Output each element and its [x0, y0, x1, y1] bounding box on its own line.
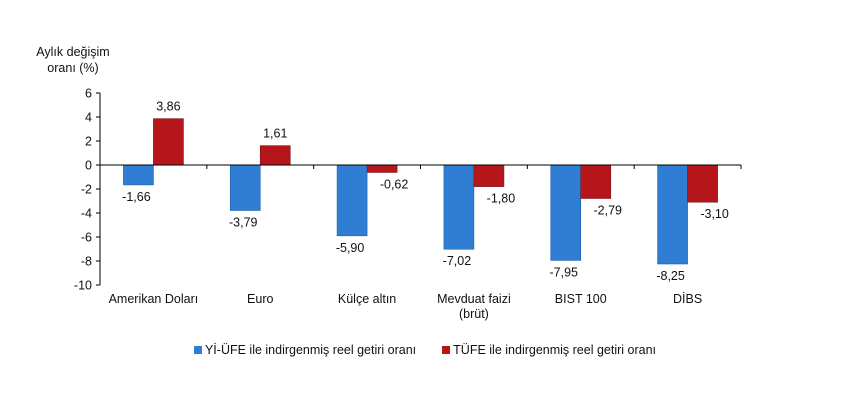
data-label-tufe: -0,62 — [380, 177, 409, 191]
bar-yi-ufe — [443, 164, 475, 250]
y-tick-label: 6 — [85, 87, 92, 101]
data-label-yi-ufe: -8,25 — [656, 269, 685, 283]
bar-yi-ufe — [657, 164, 688, 265]
bar-yi-ufe — [550, 164, 582, 261]
data-label-tufe: 1,61 — [263, 127, 287, 141]
y-tick-label: -4 — [81, 207, 92, 221]
y-axis-title-line-2: oranı (%) — [47, 61, 99, 75]
bar-yi-ufe — [123, 164, 154, 186]
bar-tufe — [687, 164, 718, 203]
y-tick-label: -10 — [74, 279, 92, 293]
bar-tufe — [153, 118, 184, 166]
bar-tufe — [259, 145, 291, 166]
legend-item-yi-ufe: Yİ-ÜFE ile indirgenmiş reel getiri oranı — [193, 343, 417, 357]
bar-yi-ufe — [229, 164, 261, 211]
y-tick-label: 2 — [85, 135, 92, 149]
data-label-tufe: -3,10 — [700, 207, 729, 221]
x-category-label: DİBS — [673, 292, 702, 306]
x-category-label: Mevduat faizi — [437, 292, 511, 306]
y-axis-title: Aylık değişim oranı (%) — [18, 44, 128, 76]
y-tick-label: -6 — [81, 231, 92, 245]
data-label-yi-ufe: -3,79 — [229, 215, 258, 229]
legend-label-yi-ufe: Yİ-ÜFE ile indirgenmiş reel getiri oranı — [204, 343, 417, 357]
x-category-label: BIST 100 — [555, 292, 607, 306]
data-label-tufe: 3,86 — [156, 100, 180, 114]
y-tick-label: -8 — [81, 255, 92, 269]
legend: Yİ-ÜFE ile indirgenmiş reel getiri oranı… — [0, 343, 850, 357]
data-label-yi-ufe: -7,95 — [550, 265, 579, 279]
bar-yi-ufe — [336, 164, 368, 237]
x-category-label: Euro — [247, 292, 273, 306]
legend-swatch-tufe — [442, 346, 451, 354]
y-tick-label: -2 — [81, 183, 92, 197]
data-label-yi-ufe: -7,02 — [443, 254, 472, 268]
data-label-tufe: -2,79 — [594, 203, 623, 217]
y-tick-label: 0 — [85, 159, 92, 173]
legend-swatch-yi-ufe — [193, 346, 202, 354]
bar-tufe — [473, 164, 505, 187]
x-category-label: (brüt) — [459, 307, 489, 321]
x-category-label: Amerikan Doları — [109, 292, 199, 306]
legend-item-tufe: TÜFE ile indirgenmiş reel getiri oranı — [442, 343, 656, 357]
y-tick-label: 4 — [85, 111, 92, 125]
data-label-tufe: -1,80 — [487, 192, 516, 206]
legend-label-tufe: TÜFE ile indirgenmiş reel getiri oranı — [453, 343, 657, 357]
y-axis-title-line-1: Aylık değişim — [36, 45, 110, 59]
data-label-yi-ufe: -1,66 — [122, 190, 151, 204]
bar-tufe — [366, 164, 398, 173]
data-label-yi-ufe: -5,90 — [336, 241, 365, 255]
x-category-label: Külçe altın — [338, 292, 396, 306]
bar-tufe — [580, 164, 612, 199]
